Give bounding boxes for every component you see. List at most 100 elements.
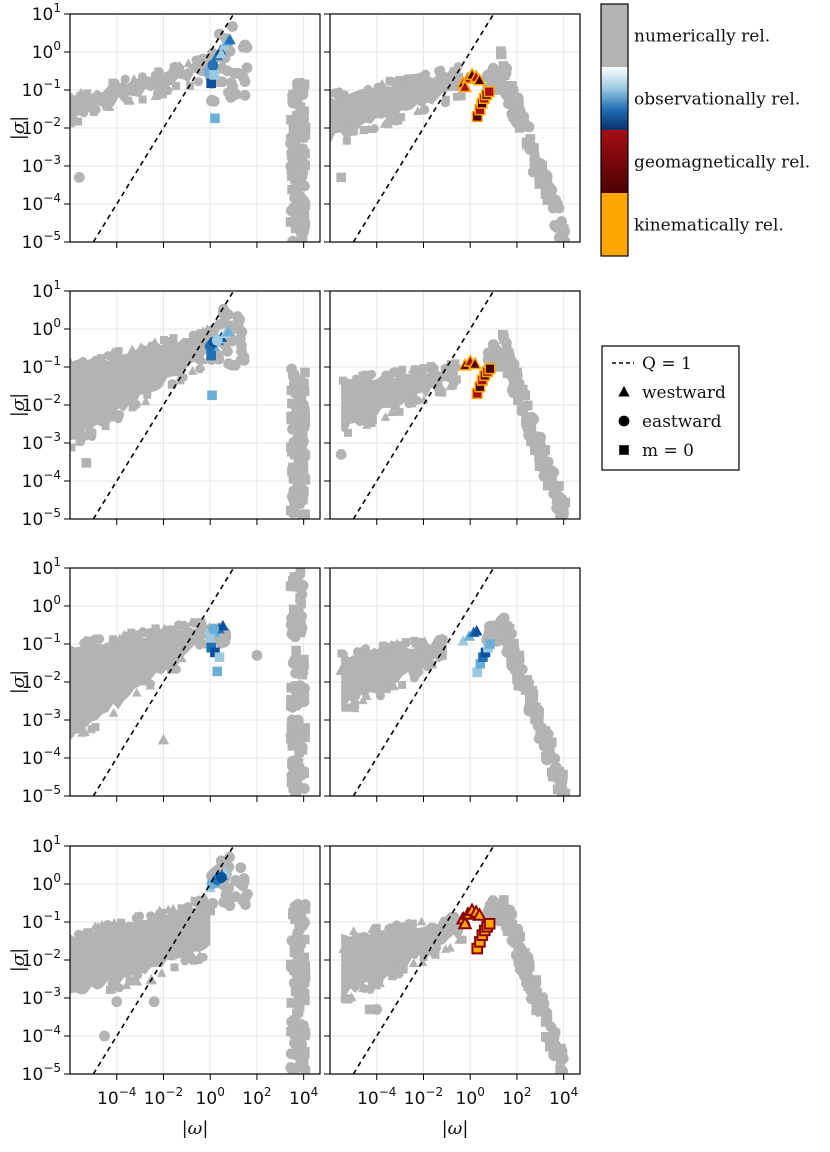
numerical-point bbox=[375, 691, 385, 701]
numerical-point bbox=[300, 961, 311, 972]
numerical-point bbox=[448, 381, 457, 390]
numerical-point bbox=[541, 1032, 551, 1042]
colorbar-segment bbox=[601, 4, 628, 67]
numerical-point bbox=[498, 895, 509, 905]
numerical-cloud bbox=[70, 324, 212, 452]
numerical-point bbox=[287, 135, 298, 145]
numerical-point bbox=[496, 356, 506, 367]
numerical-point bbox=[540, 1017, 551, 1027]
numerical-point bbox=[286, 414, 297, 425]
numerical-outlier-point bbox=[75, 703, 87, 714]
numerical-point bbox=[340, 994, 349, 1003]
numerical-point bbox=[70, 118, 76, 128]
numerical-point bbox=[407, 364, 418, 374]
numerical-point bbox=[127, 344, 138, 354]
y-tick-label: 100 bbox=[32, 593, 61, 617]
numerical-point bbox=[453, 62, 463, 72]
y-tick-label: 10−1 bbox=[22, 909, 61, 933]
numerical-outlier-point bbox=[336, 172, 346, 183]
numerical-point bbox=[289, 474, 300, 485]
numerical-point bbox=[541, 470, 552, 480]
numerical-point bbox=[409, 394, 418, 403]
numerical-point bbox=[542, 195, 553, 205]
legend-marker-circle bbox=[618, 415, 630, 427]
numerical-point bbox=[287, 724, 298, 734]
numerical-point bbox=[294, 741, 306, 753]
numerical-point bbox=[145, 677, 155, 687]
numerical-cloud bbox=[70, 616, 214, 741]
numerical-point bbox=[194, 955, 203, 964]
numerical-point bbox=[548, 488, 560, 500]
numerical-point bbox=[503, 346, 514, 357]
numerical-outlier-point bbox=[335, 449, 347, 460]
y-tick-label: 10−4 bbox=[22, 468, 61, 492]
numerical-point bbox=[167, 380, 176, 389]
numerical-point bbox=[232, 67, 244, 79]
numerical-point bbox=[300, 130, 311, 140]
numerical-point bbox=[72, 359, 82, 369]
numerical-point bbox=[235, 862, 247, 874]
numerical-point bbox=[287, 171, 297, 181]
numerical-point bbox=[379, 641, 388, 650]
numerical-point bbox=[351, 701, 360, 710]
colorbar-label: observationally rel. bbox=[634, 90, 800, 110]
numerical-point bbox=[558, 226, 568, 237]
colorbar-label: numerically rel. bbox=[634, 27, 770, 47]
y-tick-label: 10−5 bbox=[22, 229, 61, 253]
numerical-point bbox=[425, 361, 435, 371]
numerical-point bbox=[128, 403, 137, 412]
numerical-point bbox=[224, 851, 235, 863]
numerical-point bbox=[542, 458, 553, 468]
numerical-point bbox=[172, 81, 181, 90]
x-axis-labels: 10−4 10−2 100 102 104 |ω| 10−4 10−2 100 102 104 |ω| bbox=[97, 1085, 578, 1139]
numerical-point bbox=[547, 474, 557, 484]
numerical-point bbox=[292, 197, 304, 209]
numerical-point bbox=[286, 612, 297, 624]
highlight-point bbox=[222, 325, 235, 337]
highlight-point bbox=[211, 335, 223, 346]
numerical-point bbox=[127, 976, 137, 986]
numerical-point bbox=[555, 1044, 566, 1055]
numerical-point bbox=[558, 797, 569, 808]
numerical-point bbox=[175, 63, 185, 73]
plot-content bbox=[70, 846, 311, 1074]
numerical-cloud-body bbox=[70, 329, 211, 441]
numerical-point bbox=[497, 70, 507, 81]
numerical-point bbox=[518, 406, 528, 416]
numerical-point bbox=[146, 911, 156, 921]
numerical-point bbox=[504, 634, 515, 644]
numerical-point bbox=[499, 614, 509, 625]
numerical-outlier-point bbox=[81, 458, 92, 468]
numerical-point bbox=[115, 410, 125, 420]
numerical-point bbox=[363, 84, 373, 94]
numerical-point bbox=[522, 675, 533, 685]
highlight-point bbox=[472, 72, 487, 86]
numerical-point bbox=[237, 894, 248, 906]
numerical-point bbox=[414, 667, 424, 677]
numerical-point bbox=[520, 390, 531, 401]
numerical-point bbox=[113, 349, 122, 358]
numerical-point bbox=[553, 232, 565, 242]
numerical-point bbox=[286, 1026, 296, 1037]
numerical-point bbox=[525, 993, 537, 1005]
numerical-point bbox=[296, 171, 308, 182]
x-tick-label: 100 bbox=[456, 1085, 485, 1109]
numerical-point bbox=[297, 440, 307, 450]
panel-r4-c2 bbox=[324, 845, 581, 1080]
numerical-point bbox=[94, 634, 103, 643]
numerical-point bbox=[367, 419, 376, 428]
y-tick-label: 10−3 bbox=[22, 430, 61, 454]
y-tick-label: 10−3 bbox=[22, 707, 61, 731]
numerical-point bbox=[298, 1054, 309, 1064]
numerical-outlier-point bbox=[338, 942, 350, 954]
numerical-tail bbox=[285, 568, 311, 796]
numerical-point bbox=[296, 415, 307, 427]
numerical-point bbox=[296, 619, 306, 630]
numerical-point bbox=[503, 366, 514, 377]
numerical-point bbox=[118, 78, 128, 88]
numerical-point bbox=[452, 375, 461, 384]
y-tick-label: 100 bbox=[32, 871, 61, 895]
numerical-point bbox=[286, 694, 296, 705]
numerical-cloud bbox=[330, 62, 466, 145]
